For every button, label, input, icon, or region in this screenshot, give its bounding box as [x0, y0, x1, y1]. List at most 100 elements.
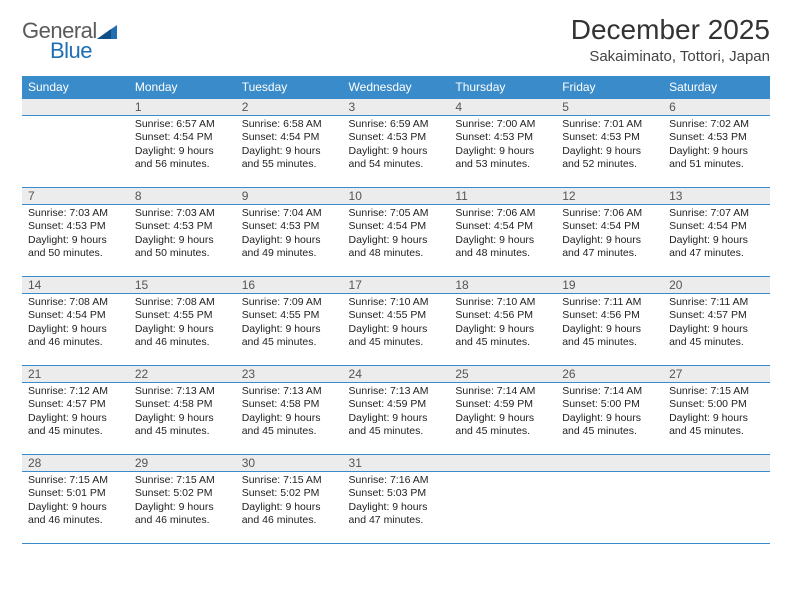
info-line: Sunset: 4:54 PM: [562, 220, 657, 233]
info-line: Sunrise: 7:03 AM: [135, 207, 230, 220]
day-number: 14: [22, 277, 129, 293]
daynum-row: 21222324252627: [22, 366, 770, 383]
day-info-cell: Sunrise: 7:09 AMSunset: 4:55 PMDaylight:…: [236, 294, 343, 366]
day-number: 6: [663, 99, 770, 115]
info-line: and 45 minutes.: [135, 425, 230, 438]
weekday-header: Friday: [556, 76, 663, 99]
info-line: Sunrise: 6:58 AM: [242, 118, 337, 131]
day-number-cell: 15: [129, 277, 236, 294]
info-line: Sunset: 4:53 PM: [455, 131, 550, 144]
info-line: Sunset: 4:53 PM: [669, 131, 764, 144]
day-info: Sunrise: 7:05 AMSunset: 4:54 PMDaylight:…: [343, 205, 450, 265]
info-line: Daylight: 9 hours: [349, 501, 444, 514]
day-number-cell: 6: [663, 99, 770, 116]
info-line: Daylight: 9 hours: [349, 234, 444, 247]
day-number-cell: 29: [129, 455, 236, 472]
day-info: Sunrise: 7:11 AMSunset: 4:56 PMDaylight:…: [556, 294, 663, 354]
day-number-cell: 24: [343, 366, 450, 383]
info-line: Sunset: 5:00 PM: [669, 398, 764, 411]
day-info-cell: [449, 472, 556, 544]
info-line: and 49 minutes.: [242, 247, 337, 260]
day-info: Sunrise: 7:02 AMSunset: 4:53 PMDaylight:…: [663, 116, 770, 176]
day-info-cell: Sunrise: 7:13 AMSunset: 4:58 PMDaylight:…: [129, 383, 236, 455]
day-info: Sunrise: 7:12 AMSunset: 4:57 PMDaylight:…: [22, 383, 129, 443]
info-line: Sunset: 5:01 PM: [28, 487, 123, 500]
weekday-header: Sunday: [22, 76, 129, 99]
info-line: Sunrise: 7:10 AM: [349, 296, 444, 309]
day-info-cell: Sunrise: 7:03 AMSunset: 4:53 PMDaylight:…: [22, 205, 129, 277]
info-line: Daylight: 9 hours: [455, 234, 550, 247]
info-line: and 50 minutes.: [135, 247, 230, 260]
day-number-cell: 28: [22, 455, 129, 472]
day-number-cell: 25: [449, 366, 556, 383]
info-line: Sunrise: 7:13 AM: [349, 385, 444, 398]
info-line: Sunset: 4:59 PM: [455, 398, 550, 411]
day-number-cell: 10: [343, 188, 450, 205]
day-info-cell: Sunrise: 7:16 AMSunset: 5:03 PMDaylight:…: [343, 472, 450, 544]
info-line: and 53 minutes.: [455, 158, 550, 171]
day-number-cell: 5: [556, 99, 663, 116]
day-info: Sunrise: 6:58 AMSunset: 4:54 PMDaylight:…: [236, 116, 343, 176]
day-number-cell: 21: [22, 366, 129, 383]
info-line: Sunset: 5:03 PM: [349, 487, 444, 500]
day-number-cell: 3: [343, 99, 450, 116]
day-info: Sunrise: 7:07 AMSunset: 4:54 PMDaylight:…: [663, 205, 770, 265]
info-line: Sunset: 4:59 PM: [349, 398, 444, 411]
day-info: Sunrise: 7:11 AMSunset: 4:57 PMDaylight:…: [663, 294, 770, 354]
day-info-cell: [22, 116, 129, 188]
info-line: Daylight: 9 hours: [135, 145, 230, 158]
weekday-header: Thursday: [449, 76, 556, 99]
day-info-cell: Sunrise: 7:06 AMSunset: 4:54 PMDaylight:…: [449, 205, 556, 277]
day-info: Sunrise: 7:08 AMSunset: 4:55 PMDaylight:…: [129, 294, 236, 354]
day-info-cell: Sunrise: 6:57 AMSunset: 4:54 PMDaylight:…: [129, 116, 236, 188]
day-number: 13: [663, 188, 770, 204]
day-info: Sunrise: 7:14 AMSunset: 4:59 PMDaylight:…: [449, 383, 556, 443]
info-line: Sunset: 4:56 PM: [562, 309, 657, 322]
location: Sakaiminato, Tottori, Japan: [571, 48, 770, 65]
day-number-cell: 9: [236, 188, 343, 205]
info-row: Sunrise: 6:57 AMSunset: 4:54 PMDaylight:…: [22, 116, 770, 188]
info-line: Sunrise: 7:15 AM: [242, 474, 337, 487]
day-info: Sunrise: 7:15 AMSunset: 5:00 PMDaylight:…: [663, 383, 770, 443]
info-line: Sunset: 4:53 PM: [562, 131, 657, 144]
info-line: and 45 minutes.: [28, 425, 123, 438]
info-line: Sunset: 5:02 PM: [242, 487, 337, 500]
day-info-cell: Sunrise: 7:15 AMSunset: 5:02 PMDaylight:…: [129, 472, 236, 544]
info-line: and 47 minutes.: [669, 247, 764, 260]
day-info-cell: Sunrise: 7:15 AMSunset: 5:02 PMDaylight:…: [236, 472, 343, 544]
day-number: 25: [449, 366, 556, 382]
daynum-row: 78910111213: [22, 188, 770, 205]
info-line: Sunrise: 7:11 AM: [562, 296, 657, 309]
day-info: Sunrise: 7:09 AMSunset: 4:55 PMDaylight:…: [236, 294, 343, 354]
day-number-cell: 26: [556, 366, 663, 383]
info-line: and 45 minutes.: [455, 425, 550, 438]
info-line: Daylight: 9 hours: [349, 323, 444, 336]
info-line: Sunrise: 7:14 AM: [455, 385, 550, 398]
info-line: Daylight: 9 hours: [28, 501, 123, 514]
info-line: Sunset: 4:54 PM: [135, 131, 230, 144]
day-number-cell: 8: [129, 188, 236, 205]
info-line: Sunrise: 7:15 AM: [28, 474, 123, 487]
info-line: Sunrise: 7:01 AM: [562, 118, 657, 131]
day-number-cell: 1: [129, 99, 236, 116]
info-line: Sunset: 4:54 PM: [242, 131, 337, 144]
info-line: and 45 minutes.: [669, 336, 764, 349]
info-line: Sunset: 4:57 PM: [28, 398, 123, 411]
day-info-cell: Sunrise: 7:13 AMSunset: 4:59 PMDaylight:…: [343, 383, 450, 455]
day-number: 18: [449, 277, 556, 293]
info-line: Daylight: 9 hours: [455, 323, 550, 336]
info-line: and 45 minutes.: [455, 336, 550, 349]
info-line: Sunrise: 7:13 AM: [242, 385, 337, 398]
day-info-cell: Sunrise: 7:05 AMSunset: 4:54 PMDaylight:…: [343, 205, 450, 277]
info-line: and 48 minutes.: [349, 247, 444, 260]
day-info-cell: Sunrise: 7:15 AMSunset: 5:01 PMDaylight:…: [22, 472, 129, 544]
day-number: 3: [343, 99, 450, 115]
day-number-cell: [663, 455, 770, 472]
info-line: and 45 minutes.: [242, 425, 337, 438]
day-number: 15: [129, 277, 236, 293]
info-line: and 54 minutes.: [349, 158, 444, 171]
daynum-row: 14151617181920: [22, 277, 770, 294]
day-info: Sunrise: 7:15 AMSunset: 5:01 PMDaylight:…: [22, 472, 129, 532]
info-line: Sunset: 4:54 PM: [349, 220, 444, 233]
info-line: and 45 minutes.: [349, 425, 444, 438]
